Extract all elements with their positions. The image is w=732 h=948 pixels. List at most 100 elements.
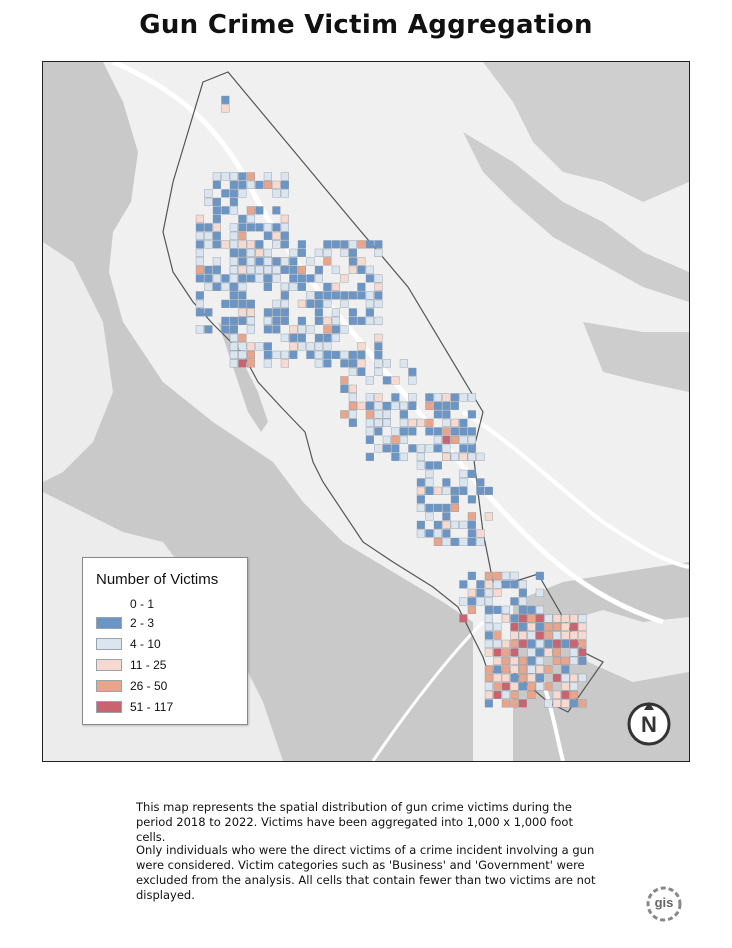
grid-cell — [365, 418, 374, 427]
grid-cell — [416, 461, 425, 470]
grid-cell — [450, 427, 459, 436]
grid-cell — [382, 435, 391, 444]
grid-cell — [314, 333, 323, 342]
grid-cell — [280, 189, 289, 198]
grid-cell — [263, 308, 272, 317]
grid-cell — [331, 240, 340, 249]
grid-cell — [229, 197, 238, 206]
grid-cell — [204, 274, 213, 283]
grid-cell — [442, 486, 451, 495]
grid-cell — [510, 690, 519, 699]
legend-swatch — [96, 680, 122, 692]
grid-cell — [416, 444, 425, 453]
grid-cell — [263, 350, 272, 359]
grid-cell — [238, 189, 247, 198]
legend-row-5: 51 - 117 — [96, 699, 236, 715]
grid-cell — [374, 299, 383, 308]
grid-cell — [331, 316, 340, 325]
grid-cell — [476, 580, 485, 589]
grid-cell — [552, 622, 561, 631]
grid-cell — [535, 605, 544, 614]
grid-cell — [476, 478, 485, 487]
grid-cell — [569, 614, 578, 623]
grid-cell — [467, 537, 476, 546]
grid-cell — [518, 614, 527, 623]
grid-cell — [467, 529, 476, 538]
water-east-creek — [463, 132, 689, 302]
grid-cell — [229, 333, 238, 342]
grid-cell — [195, 308, 204, 317]
grid-cell — [382, 376, 391, 385]
grid-cell — [569, 699, 578, 708]
grid-cell — [391, 393, 400, 402]
grid-cell — [408, 393, 417, 402]
grid-cell — [467, 410, 476, 419]
grid-cell — [459, 597, 468, 606]
grid-cell — [297, 299, 306, 308]
grid-cell — [212, 180, 221, 189]
grid-cell — [501, 699, 510, 708]
grid-cell — [527, 639, 536, 648]
grid-cell — [467, 512, 476, 521]
grid-cell — [263, 274, 272, 283]
grid-cell — [348, 367, 357, 376]
grid-cell — [442, 410, 451, 419]
grid-cell — [204, 265, 213, 274]
grid-cell — [289, 257, 298, 266]
grid-cell — [238, 359, 247, 368]
grid-cell — [272, 257, 281, 266]
grid-cell — [212, 274, 221, 283]
grid-cell — [450, 401, 459, 410]
grid-cell — [255, 206, 264, 215]
grid-cell — [467, 435, 476, 444]
grid-cell — [246, 359, 255, 368]
grid-cell — [484, 690, 493, 699]
land-west-peninsula — [43, 242, 113, 482]
grid-cell — [195, 291, 204, 300]
grid-cell — [501, 580, 510, 589]
legend-row-3: 11 - 25 — [96, 657, 236, 673]
grid-cell — [450, 486, 459, 495]
grid-cell — [229, 231, 238, 240]
grid-cell — [246, 248, 255, 257]
grid-cell — [476, 537, 485, 546]
grid-cell — [552, 639, 561, 648]
grid-cell — [323, 350, 332, 359]
grid-cell — [297, 282, 306, 291]
grid-cell — [212, 197, 221, 206]
grid-cell — [365, 435, 374, 444]
grid-cell — [306, 257, 315, 266]
grid-cell — [442, 520, 451, 529]
grid-cell — [535, 614, 544, 623]
grid-cell — [493, 682, 502, 691]
legend-swatch — [96, 701, 122, 713]
grid-cell — [374, 427, 383, 436]
grid-cell — [204, 308, 213, 317]
grid-cell — [314, 274, 323, 283]
grid-cell — [408, 376, 417, 385]
grid-cell — [433, 537, 442, 546]
grid-cell — [467, 444, 476, 453]
grid-cell — [527, 614, 536, 623]
grid-cell — [578, 639, 587, 648]
grid-cell — [280, 291, 289, 300]
grid-cell — [340, 376, 349, 385]
grid-cell — [510, 614, 519, 623]
grid-cell — [374, 291, 383, 300]
grid-cell — [501, 656, 510, 665]
grid-cell — [518, 597, 527, 606]
legend-swatch — [96, 659, 122, 671]
grid-cell — [552, 699, 561, 708]
grid-cell — [229, 206, 238, 215]
grid-cell — [374, 418, 383, 427]
grid-cell — [246, 342, 255, 351]
grid-cell — [442, 435, 451, 444]
grid-cell — [221, 172, 230, 181]
grid-cell — [374, 240, 383, 249]
grid-cell — [501, 605, 510, 614]
grid-cell — [544, 639, 553, 648]
grid-cell — [484, 665, 493, 674]
grid-cell — [484, 648, 493, 657]
grid-cell — [425, 486, 434, 495]
grid-cell — [229, 291, 238, 300]
